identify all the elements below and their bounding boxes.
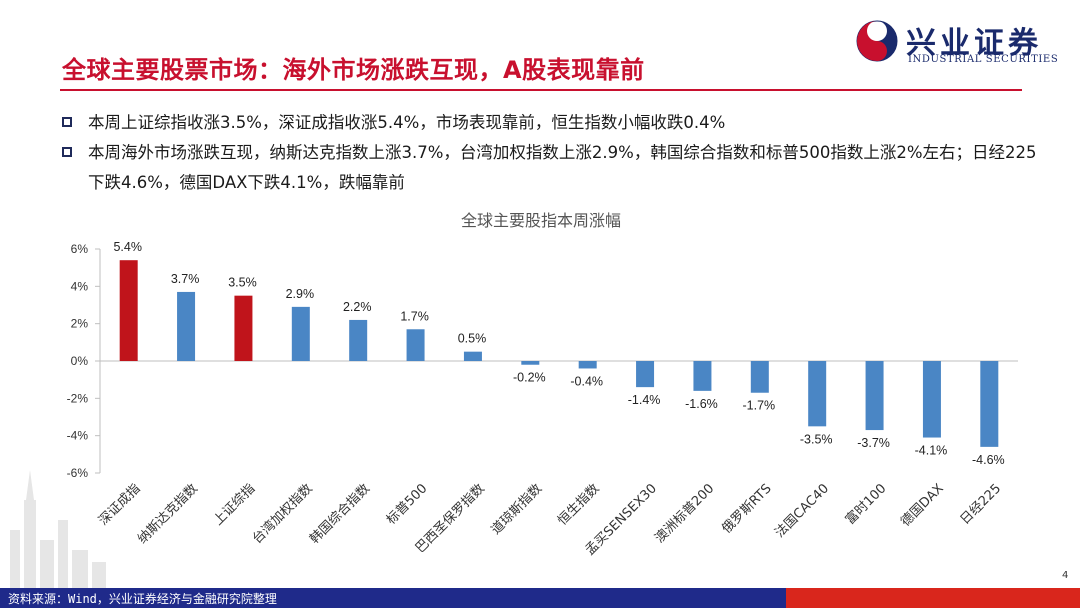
data-label: 2.2% [343,300,372,314]
data-label: -0.4% [570,374,603,388]
y-tick-label: -6% [67,466,89,480]
bullet-square-icon [62,117,72,127]
bar-chart: 全球主要股指本周涨幅 6% 4% 2% 0% -2% -4% -6% 5.4% 深证成指 3.7… [67,211,1018,558]
bar [406,329,425,361]
company-logo: 兴业证券 INDUSTRIAL SECURITIES [856,18,1071,68]
category-label: 韩国综合指数 [307,481,373,547]
category-label: 恒生指数 [555,481,602,528]
bullet-text: 本周海外市场涨跌互现，纳斯达克指数上涨3.7%，台湾加权指数上涨2.9%，韩国综… [88,143,1037,192]
category-label: 标普500 [384,481,431,528]
data-label: -1.6% [685,397,718,411]
chart-bars [119,260,999,447]
data-label: -4.6% [972,453,1005,467]
footer-red-band [786,588,1080,608]
skyline-decoration [10,470,106,588]
y-tick-label: 2% [71,317,89,331]
data-label: 1.7% [400,309,429,323]
data-label: -1.7% [742,399,775,413]
logo-mark-icon [856,20,898,62]
bar [980,361,999,447]
data-label: 0.5% [458,332,487,346]
chart-axes: 6% 4% 2% 0% -2% -4% -6% [67,242,1018,480]
y-tick-label: 4% [71,279,89,293]
y-tick-label: 0% [71,354,89,368]
slide-title: 全球主要股票市场：海外市场涨跌互现，A股表现靠前 [62,56,645,84]
bar [693,361,712,391]
bullet-item: 本周上证综指收涨3.5%，深证成指收涨5.4%，市场表现靠前，恒生指数小幅收跌0… [62,108,1042,138]
category-label: 上证综指 [211,481,258,528]
bullet-item: 本周海外市场涨跌互现，纳斯达克指数上涨3.7%，台湾加权指数上涨2.9%，韩国综… [62,138,1042,198]
bar [750,361,769,393]
category-label: 纳斯达克指数 [135,481,201,547]
title-divider [60,89,1022,91]
bar [119,260,138,361]
data-label: -0.2% [513,371,546,385]
data-label: 3.5% [228,276,257,290]
category-label: 台湾加权指数 [249,481,315,547]
category-label: 富时100 [842,481,889,528]
chart-title: 全球主要股指本周涨幅 [461,211,621,230]
data-label: -3.5% [800,432,833,446]
bullet-text: 本周上证综指收涨3.5%，深证成指收涨5.4%，市场表现靠前，恒生指数小幅收跌0… [88,113,726,132]
page-number: 4 [1062,570,1069,581]
category-label: 道琼斯指数 [489,481,546,538]
bar [636,361,655,388]
bar [234,295,253,361]
bar [865,361,884,431]
logo-chinese-name: 兴业证券 [906,26,1042,61]
data-label: 2.9% [286,287,315,301]
y-tick-label: 6% [71,242,89,256]
bar [922,361,941,438]
y-tick-label: -2% [67,391,89,405]
bar [808,361,827,427]
bar [521,361,540,365]
bar [463,351,482,361]
category-label: 日经225 [958,481,1005,528]
y-tick-label: -4% [67,429,89,443]
source-note: 资料来源：Wind，兴业证券经济与金融研究院整理 [8,592,277,606]
footer-bar: 资料来源：Wind，兴业证券经济与金融研究院整理 [0,588,1080,608]
summary-bullets: 本周上证综指收涨3.5%，深证成指收涨5.4%，市场表现靠前，恒生指数小幅收跌0… [62,108,1042,198]
data-label: -3.7% [857,436,890,450]
bullet-square-icon [62,147,72,157]
category-label: 法国CAC40 [772,481,832,541]
bar [349,319,368,361]
category-label: 深证成指 [96,481,143,528]
data-label: -4.1% [915,444,948,458]
bar [291,306,310,361]
data-label: 5.4% [113,240,142,254]
bar [578,361,597,369]
category-label: 俄罗斯RTS [719,481,774,536]
category-label: 澳洲标普200 [652,481,718,547]
bar [177,291,196,361]
category-label: 德国DAX [898,481,947,530]
data-label: -1.4% [628,393,661,407]
data-label: 3.7% [171,272,200,286]
logo-english-name: INDUSTRIAL SECURITIES [908,54,1059,65]
footer-blue-band [0,588,786,608]
